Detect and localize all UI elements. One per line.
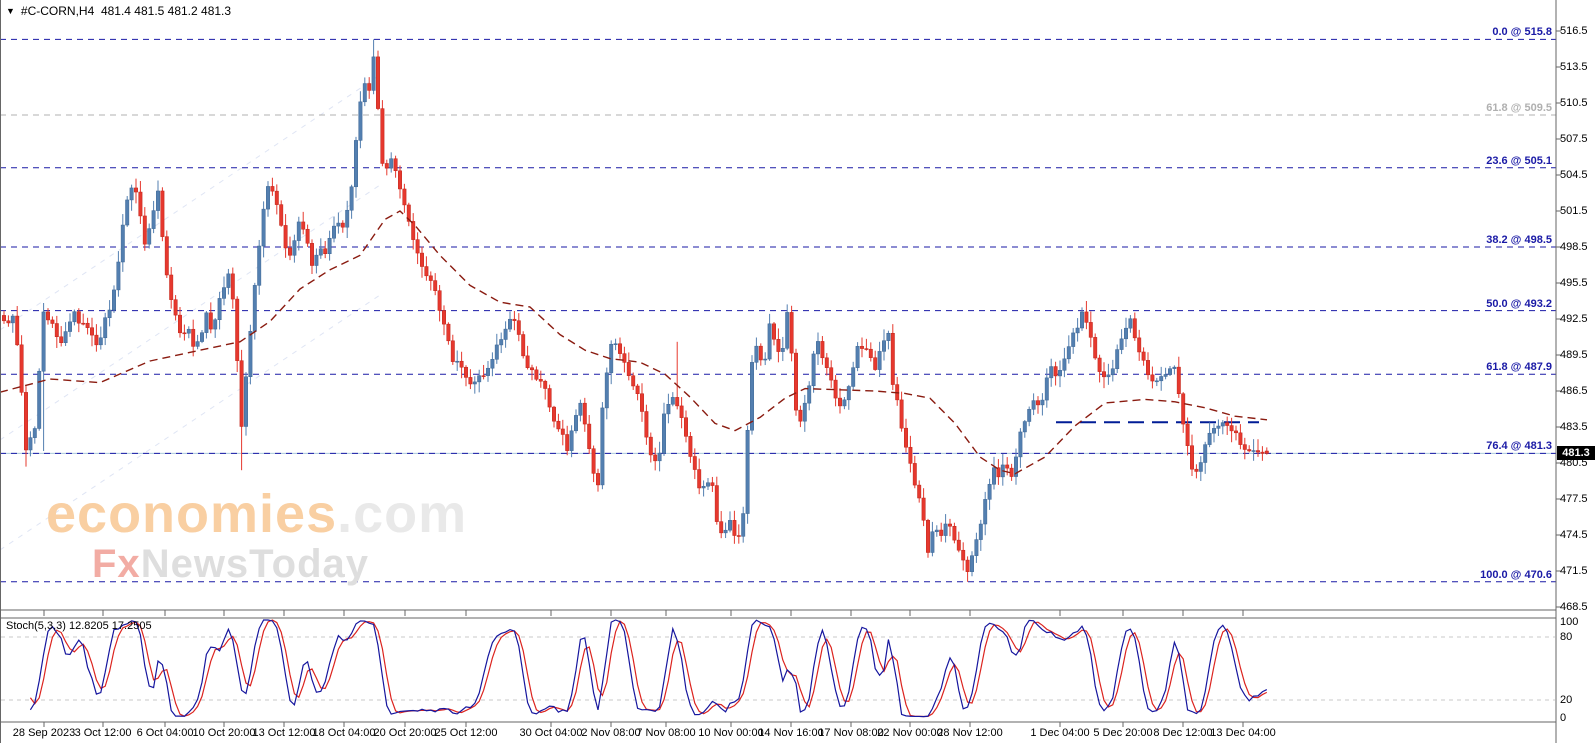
fib-level-label: 100.0 @ 470.6 [1480, 568, 1552, 581]
symbol-header: ▼ #C-CORN,H4 481.4 481.5 481.2 481.3 [6, 4, 231, 18]
time-axis-label: 8 Dec 12:00 [1153, 727, 1213, 739]
time-axis-label: 13 Dec 04:00 [1210, 727, 1276, 739]
trend-line [0, 182, 384, 441]
stoch-axis-label: 80 [1560, 631, 1573, 643]
candles-series [2, 39, 1269, 582]
time-axis-label: 5 Dec 20:00 [1093, 727, 1153, 739]
price-axis-label: 477.5 [1560, 493, 1588, 505]
time-axis-label: 28 Nov 12:00 [937, 727, 1003, 739]
stoch-axis-label: 20 [1560, 694, 1573, 706]
time-axis-label: 22 Nov 00:00 [877, 727, 943, 739]
current-price-tag: 481.3 [1557, 446, 1595, 461]
price-axis-label: 489.5 [1560, 349, 1588, 361]
stochastic-indicator-label: Stoch(5,3,3) 12.8205 17.2505 [6, 620, 152, 632]
watermark: economies.com FxNewsToday [46, 486, 467, 585]
time-axis-label: 25 Oct 12:00 [434, 727, 498, 739]
watermark-tagline: FxNewsToday [92, 541, 370, 586]
price-axis-label: 492.5 [1560, 313, 1588, 325]
fib-level-label: 76.4 @ 481.3 [1486, 440, 1552, 453]
time-axis-label: 17 Nov 08:00 [818, 727, 884, 739]
price-axis-label: 471.5 [1560, 565, 1588, 577]
time-axis-label: 30 Oct 04:00 [519, 727, 583, 739]
fib-level-label: 0.0 @ 515.8 [1492, 26, 1552, 39]
fib-level-label: 50.0 @ 493.2 [1486, 297, 1552, 310]
time-axis-label: 2 Nov 08:00 [581, 727, 641, 739]
time-axis-label: 20 Oct 20:00 [373, 727, 437, 739]
price-axis-label: 498.5 [1560, 241, 1588, 253]
time-axis-label: 10 Oct 20:00 [192, 727, 256, 739]
fib-level-label: 38.2 @ 498.5 [1486, 234, 1552, 246]
price-axis-label: 516.5 [1560, 25, 1588, 37]
price-axis-label: 501.5 [1560, 205, 1588, 217]
stoch-axis-label: 100 [1560, 616, 1579, 628]
price-axis-label: 510.5 [1560, 97, 1588, 109]
ohlc-quote: 481.4 481.5 481.2 481.3 [100, 4, 232, 18]
trend-line [0, 72, 384, 331]
price-axis-label: 507.5 [1560, 133, 1588, 145]
stoch-axis-label: 0 [1560, 712, 1567, 724]
price-axis-label: 483.5 [1560, 421, 1588, 433]
time-axis-label: 3 Oct 12:00 [74, 727, 132, 739]
stochastic-panel[interactable] [0, 617, 1557, 723]
stoch-main-line [29, 619, 1268, 718]
time-axis-label: 13 Oct 12:00 [252, 727, 316, 739]
collapse-triangle-icon[interactable]: ▼ [6, 6, 15, 16]
price-axis-label: 468.5 [1560, 601, 1588, 613]
symbol-label: #C-CORN,H4 [20, 4, 95, 18]
time-axis-label: 6 Oct 04:00 [136, 727, 194, 739]
time-axis-label: 28 Sep 2023 [12, 727, 76, 739]
time-axis-label: 10 Nov 00:00 [698, 727, 764, 739]
fib-level-label: 61.8 @ 509.5 [1486, 102, 1552, 114]
time-axis-label: 18 Oct 04:00 [312, 727, 376, 739]
watermark-brand: economies.com [46, 484, 468, 544]
price-axis-label: 504.5 [1560, 169, 1588, 181]
price-axis-label: 513.5 [1560, 61, 1588, 73]
price-axis-label: 474.5 [1560, 529, 1588, 541]
fib-level-label: 23.6 @ 505.1 [1486, 154, 1552, 167]
time-axis-label: 14 Nov 16:00 [758, 727, 824, 739]
fib-level-label: 61.8 @ 487.9 [1486, 361, 1552, 374]
price-axis-label: 486.5 [1560, 385, 1588, 397]
time-axis-label: 7 Nov 08:00 [636, 727, 696, 739]
price-axis-label: 495.5 [1560, 277, 1588, 289]
moving-average-line [0, 210, 1268, 475]
time-axis-label: 1 Dec 04:00 [1030, 727, 1090, 739]
